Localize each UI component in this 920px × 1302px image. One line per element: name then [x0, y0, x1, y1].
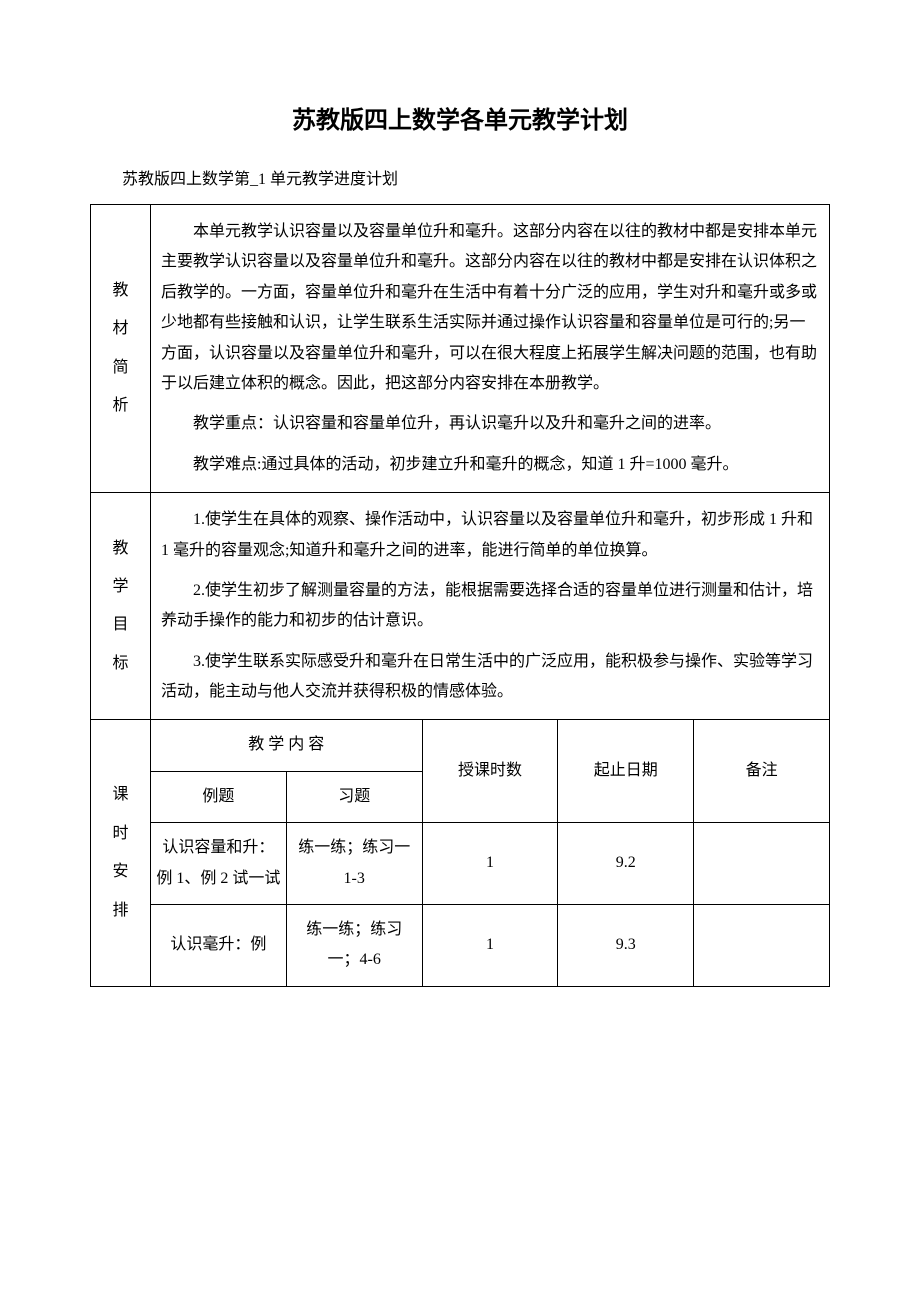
cell-note [694, 905, 830, 987]
paragraph: 2.使学生初步了解测量容量的方法，能根据需要选择合适的容量单位进行测量和估计，培… [161, 576, 819, 637]
table-row: 课 时 安 排 教 学 内 容 授课时数 起止日期 备注 [91, 720, 830, 771]
cell-hours: 1 [422, 905, 558, 987]
cell-exercise: 练一练；练习一 1-3 [286, 823, 422, 905]
section1-label: 教 材 简 析 [91, 205, 151, 493]
table-row: 教 材 简 析 本单元教学认识容量以及容量单位升和毫升。这部分内容在以往的教材中… [91, 205, 830, 493]
label-char: 简 [106, 353, 135, 383]
page-title: 苏教版四上数学各单元教学计划 [90, 100, 830, 135]
cell-example: 认识毫升：例 [151, 905, 287, 987]
label-char: 目 [106, 610, 135, 640]
label-char: 教 [106, 534, 135, 564]
paragraph: 教学难点:通过具体的活动，初步建立升和毫升的概念，知道 1 升=1000 毫升。 [161, 450, 819, 480]
label-char: 排 [106, 896, 135, 926]
header-note: 备注 [694, 720, 830, 823]
table-row: 教 学 目 标 1.使学生在具体的观察、操作活动中，认识容量以及容量单位升和毫升… [91, 493, 830, 720]
cell-date: 9.3 [558, 905, 694, 987]
header-content: 教 学 内 容 [151, 720, 423, 771]
paragraph: 1.使学生在具体的观察、操作活动中，认识容量以及容量单位升和毫升，初步形成 1 … [161, 505, 819, 566]
label-char: 材 [106, 314, 135, 344]
header-hours: 授课时数 [422, 720, 558, 823]
header-exercise: 习题 [286, 771, 422, 822]
cell-note [694, 823, 830, 905]
paragraph: 教学重点：认识容量和容量单位升，再认识毫升以及升和毫升之间的进率。 [161, 409, 819, 439]
cell-exercise: 练一练；练习一；4-6 [286, 905, 422, 987]
label-char: 析 [106, 391, 135, 421]
label-char: 时 [106, 819, 135, 849]
label-char: 学 [106, 572, 135, 602]
cell-hours: 1 [422, 823, 558, 905]
table-row: 认识毫升：例 练一练；练习一；4-6 1 9.3 [91, 905, 830, 987]
label-char: 课 [106, 780, 135, 810]
label-char: 安 [106, 857, 135, 887]
section1-content: 本单元教学认识容量以及容量单位升和毫升。这部分内容在以往的教材中都是安排本单元主… [151, 205, 830, 493]
page-subtitle: 苏教版四上数学第_1 单元教学进度计划 [90, 165, 830, 189]
cell-date: 9.2 [558, 823, 694, 905]
label-char: 标 [106, 649, 135, 679]
paragraph: 本单元教学认识容量以及容量单位升和毫升。这部分内容在以往的教材中都是安排本单元主… [161, 217, 819, 399]
cell-example: 认识容量和升：例 1、例 2 试一试 [151, 823, 287, 905]
section3-label: 课 时 安 排 [91, 720, 151, 986]
section2-content: 1.使学生在具体的观察、操作活动中，认识容量以及容量单位升和毫升，初步形成 1 … [151, 493, 830, 720]
paragraph: 3.使学生联系实际感受升和毫升在日常生活中的广泛应用，能积极参与操作、实验等学习… [161, 647, 819, 708]
section2-label: 教 学 目 标 [91, 493, 151, 720]
header-example: 例题 [151, 771, 287, 822]
header-date: 起止日期 [558, 720, 694, 823]
plan-table: 教 材 简 析 本单元教学认识容量以及容量单位升和毫升。这部分内容在以往的教材中… [90, 204, 830, 987]
table-row: 认识容量和升：例 1、例 2 试一试 练一练；练习一 1-3 1 9.2 [91, 823, 830, 905]
label-char: 教 [106, 276, 135, 306]
